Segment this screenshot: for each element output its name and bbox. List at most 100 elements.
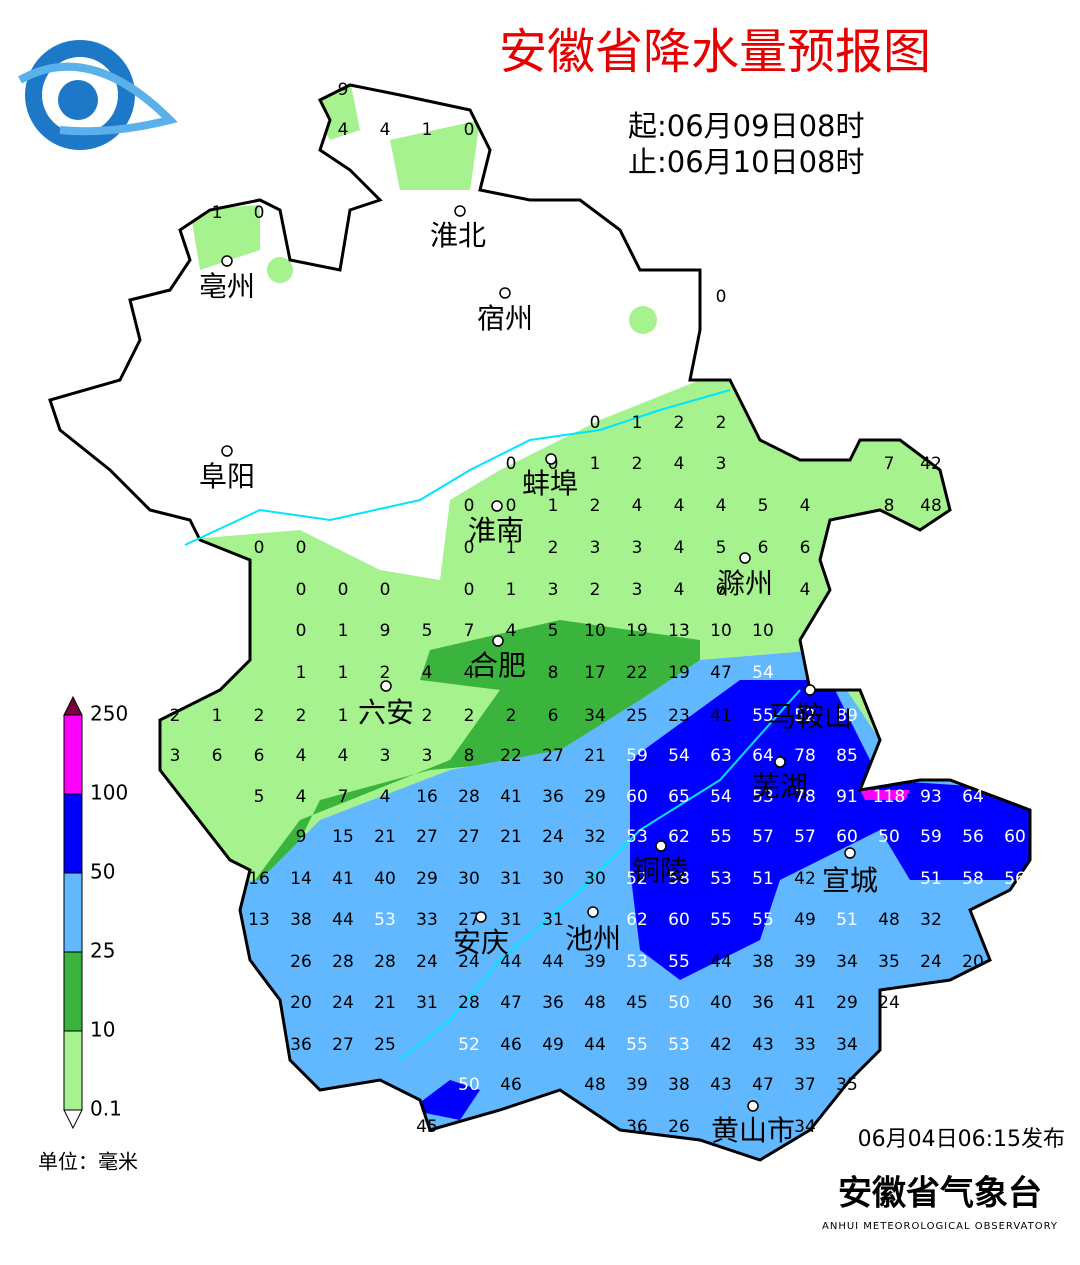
rain-value: 4 <box>674 454 685 474</box>
rain-value: 33 <box>794 1035 816 1055</box>
rain-value: 29 <box>584 787 606 807</box>
rain-value: 24 <box>458 952 480 972</box>
rain-value: 30 <box>584 869 606 889</box>
rain-value: 39 <box>794 952 816 972</box>
rain-value: 55 <box>668 952 690 972</box>
rain-value: 28 <box>374 952 396 972</box>
rain-value: 63 <box>710 746 732 766</box>
rain-value: 0 <box>464 538 475 558</box>
rain-value: 60 <box>1004 827 1026 847</box>
rain-value: 0 <box>590 413 601 433</box>
rain-value: 24 <box>920 952 942 972</box>
rain-value: 51 <box>752 869 774 889</box>
rain-value: 25 <box>626 706 648 726</box>
rain-value: 29 <box>416 869 438 889</box>
river <box>184 389 731 546</box>
rain-value: 31 <box>500 869 522 889</box>
rain-value: 60 <box>668 910 690 930</box>
rain-value: 38 <box>752 952 774 972</box>
rain-value: 27 <box>332 1035 354 1055</box>
city-dot <box>221 445 233 457</box>
rain-value: 50 <box>668 993 690 1013</box>
rain-value: 44 <box>332 910 354 930</box>
rain-value: 28 <box>332 952 354 972</box>
rain-value: 1 <box>422 120 433 140</box>
zone-light <box>267 257 293 283</box>
legend-cap <box>63 695 83 716</box>
rain-value: 31 <box>542 910 564 930</box>
rain-value: 8 <box>548 663 559 683</box>
rain-value: 15 <box>332 827 354 847</box>
city-dot <box>739 552 751 564</box>
zone-light <box>390 120 480 190</box>
rain-value: 46 <box>500 1075 522 1095</box>
rain-value: 0 <box>380 580 391 600</box>
rain-value: 44 <box>710 952 732 972</box>
rain-value: 26 <box>290 952 312 972</box>
rain-value: 43 <box>752 1035 774 1055</box>
rain-value: 1 <box>632 413 643 433</box>
city-label: 淮北 <box>430 219 486 252</box>
rain-value: 4 <box>674 580 685 600</box>
rain-value: 4 <box>464 663 475 683</box>
rain-value: 2 <box>674 413 685 433</box>
rain-value: 34 <box>584 706 606 726</box>
rain-value: 65 <box>668 787 690 807</box>
rain-value: 35 <box>836 1075 858 1095</box>
rain-value: 5 <box>254 787 265 807</box>
rain-value: 19 <box>626 621 648 641</box>
rain-value: 4 <box>338 746 349 766</box>
rain-value: 54 <box>752 663 774 683</box>
rain-value: 44 <box>500 952 522 972</box>
rain-value: 85 <box>836 746 858 766</box>
rain-value: 2 <box>254 706 265 726</box>
rain-value: 5 <box>548 621 559 641</box>
rain-value: 4 <box>800 496 811 516</box>
rain-value: 0 <box>464 496 475 516</box>
rain-value: 55 <box>752 706 774 726</box>
rain-value: 9 <box>338 80 349 100</box>
rain-value: 43 <box>710 1075 732 1095</box>
rain-value: 42 <box>710 1035 732 1055</box>
rain-value: 59 <box>626 746 648 766</box>
rain-value: 52 <box>626 869 648 889</box>
rain-value: 9 <box>380 621 391 641</box>
city-label: 安庆 <box>453 926 509 959</box>
legend-label: 10 <box>90 1018 115 1042</box>
rain-value: 27 <box>416 827 438 847</box>
rain-value: 0 <box>506 496 517 516</box>
rain-value: 1 <box>338 706 349 726</box>
rain-value: 29 <box>836 993 858 1013</box>
rain-value: 31 <box>500 910 522 930</box>
rain-value: 49 <box>794 910 816 930</box>
rain-value: 16 <box>248 869 270 889</box>
rain-value: 3 <box>422 746 433 766</box>
legend-swatch <box>63 1030 83 1111</box>
city-label: 宿州 <box>477 302 533 335</box>
rain-value: 27 <box>458 827 480 847</box>
rain-value: 47 <box>500 993 522 1013</box>
rain-value: 78 <box>794 746 816 766</box>
org: 安徽省气象台 <box>838 1174 1042 1214</box>
rain-value: 59 <box>920 827 942 847</box>
rain-value: 53 <box>668 1035 690 1055</box>
rain-value: 60 <box>626 787 648 807</box>
rain-value: 53 <box>710 869 732 889</box>
rain-value: 10 <box>584 621 606 641</box>
rain-value: 2 <box>506 706 517 726</box>
rain-value: 36 <box>542 787 564 807</box>
rain-value: 2 <box>632 454 643 474</box>
rain-value: 57 <box>794 827 816 847</box>
city-dot <box>774 756 786 768</box>
rain-value: 4 <box>716 496 727 516</box>
rain-value: 42 <box>920 454 942 474</box>
rain-value: 9 <box>296 827 307 847</box>
rain-value: 32 <box>584 827 606 847</box>
city-label: 阜阳 <box>199 460 255 493</box>
rain-value: 53 <box>626 827 648 847</box>
rain-value: 60 <box>836 827 858 847</box>
city-label: 滁州 <box>717 567 773 600</box>
rain-value: 16 <box>416 787 438 807</box>
city-dot <box>491 500 503 512</box>
